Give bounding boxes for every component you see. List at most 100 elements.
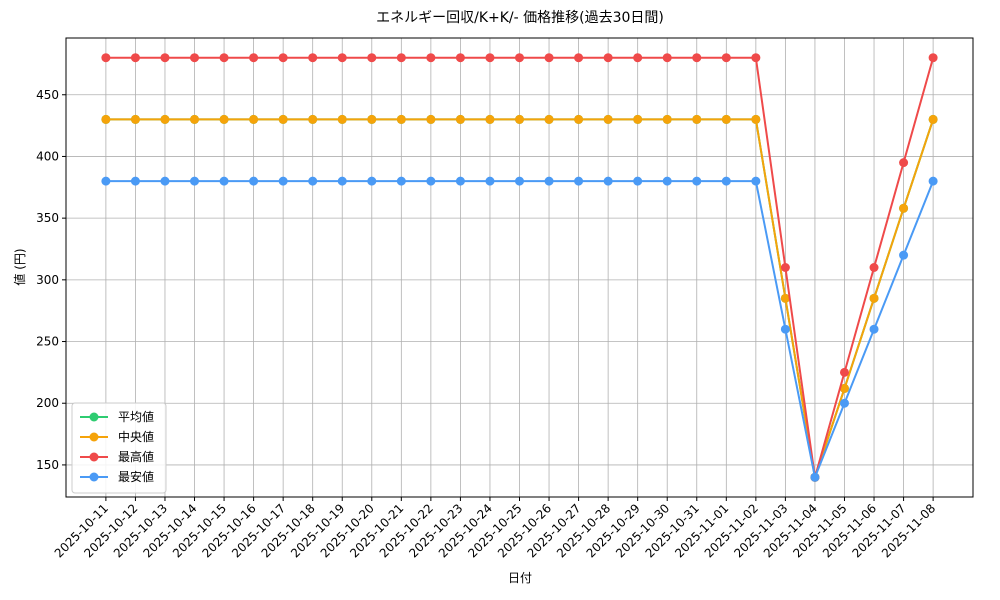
point — [101, 114, 111, 124]
y-tick-label: 300 — [36, 273, 59, 287]
point — [219, 53, 229, 63]
point — [662, 176, 672, 186]
point — [544, 114, 554, 124]
point — [603, 53, 613, 63]
point — [367, 53, 377, 63]
point — [426, 114, 436, 124]
point — [928, 53, 938, 63]
point — [426, 176, 436, 186]
point — [574, 53, 584, 63]
chart-title: エネルギー回収/K+K/- 価格推移(過去30日間) — [376, 10, 664, 26]
y-axis-label: 値 (円) — [12, 248, 27, 285]
point — [662, 53, 672, 63]
point — [928, 176, 938, 186]
point — [544, 53, 554, 63]
point — [308, 176, 318, 186]
point — [337, 53, 347, 63]
legend-box — [71, 402, 167, 494]
point — [692, 53, 702, 63]
point — [278, 53, 288, 63]
point — [337, 114, 347, 124]
point — [810, 472, 820, 482]
point — [780, 293, 790, 303]
point — [603, 176, 613, 186]
point — [190, 114, 200, 124]
point — [869, 324, 879, 334]
point — [899, 158, 909, 168]
point — [278, 176, 288, 186]
point — [928, 114, 938, 124]
legend-marker — [89, 412, 99, 422]
y-tick-label: 200 — [36, 396, 59, 410]
point — [249, 53, 259, 63]
point — [633, 176, 643, 186]
point — [396, 53, 406, 63]
point — [751, 53, 761, 63]
point — [869, 293, 879, 303]
point — [899, 203, 909, 213]
point — [721, 53, 731, 63]
point — [839, 367, 849, 377]
legend-label: 最安値 — [118, 469, 154, 484]
point — [574, 176, 584, 186]
point — [190, 176, 200, 186]
y-tick-label: 350 — [36, 211, 59, 225]
legend-marker — [89, 432, 99, 442]
point — [219, 114, 229, 124]
point — [721, 176, 731, 186]
point — [751, 114, 761, 124]
point — [160, 114, 170, 124]
point — [396, 176, 406, 186]
point — [396, 114, 406, 124]
point — [455, 53, 465, 63]
point — [839, 383, 849, 393]
legend-marker — [89, 472, 99, 482]
point — [455, 176, 465, 186]
point — [515, 114, 524, 124]
point — [130, 176, 140, 186]
point — [603, 114, 613, 124]
point — [692, 176, 702, 186]
point — [662, 114, 672, 124]
point — [455, 114, 465, 124]
point — [130, 114, 140, 124]
point — [130, 53, 140, 63]
y-tick-label: 400 — [36, 149, 59, 163]
plot-frame — [65, 37, 974, 498]
x-axis-label: 日付 — [508, 571, 532, 585]
point — [160, 176, 170, 186]
point — [367, 176, 377, 186]
point — [633, 53, 643, 63]
point — [574, 114, 584, 124]
legend-marker — [89, 452, 99, 462]
point — [337, 176, 347, 186]
point — [780, 263, 790, 272]
point — [633, 114, 643, 124]
point — [278, 114, 288, 124]
legend-label: 平均値 — [118, 409, 154, 424]
point — [249, 176, 259, 186]
point — [485, 53, 495, 63]
point — [515, 53, 524, 63]
legend-label: 最高値 — [118, 449, 154, 464]
point — [485, 114, 495, 124]
point — [308, 53, 318, 63]
point — [515, 176, 524, 186]
point — [751, 176, 761, 186]
y-tick-label: 250 — [36, 335, 59, 349]
legend-label: 中央値 — [118, 429, 154, 444]
y-tick-label: 150 — [36, 458, 59, 472]
point — [485, 176, 495, 186]
point — [721, 114, 731, 124]
point — [160, 53, 170, 63]
point — [839, 398, 849, 408]
point — [308, 114, 318, 124]
point — [367, 114, 377, 124]
point — [899, 250, 909, 260]
point — [249, 114, 259, 124]
point — [780, 324, 790, 334]
point — [692, 114, 702, 124]
y-tick-label: 450 — [36, 88, 59, 102]
point — [426, 53, 436, 63]
